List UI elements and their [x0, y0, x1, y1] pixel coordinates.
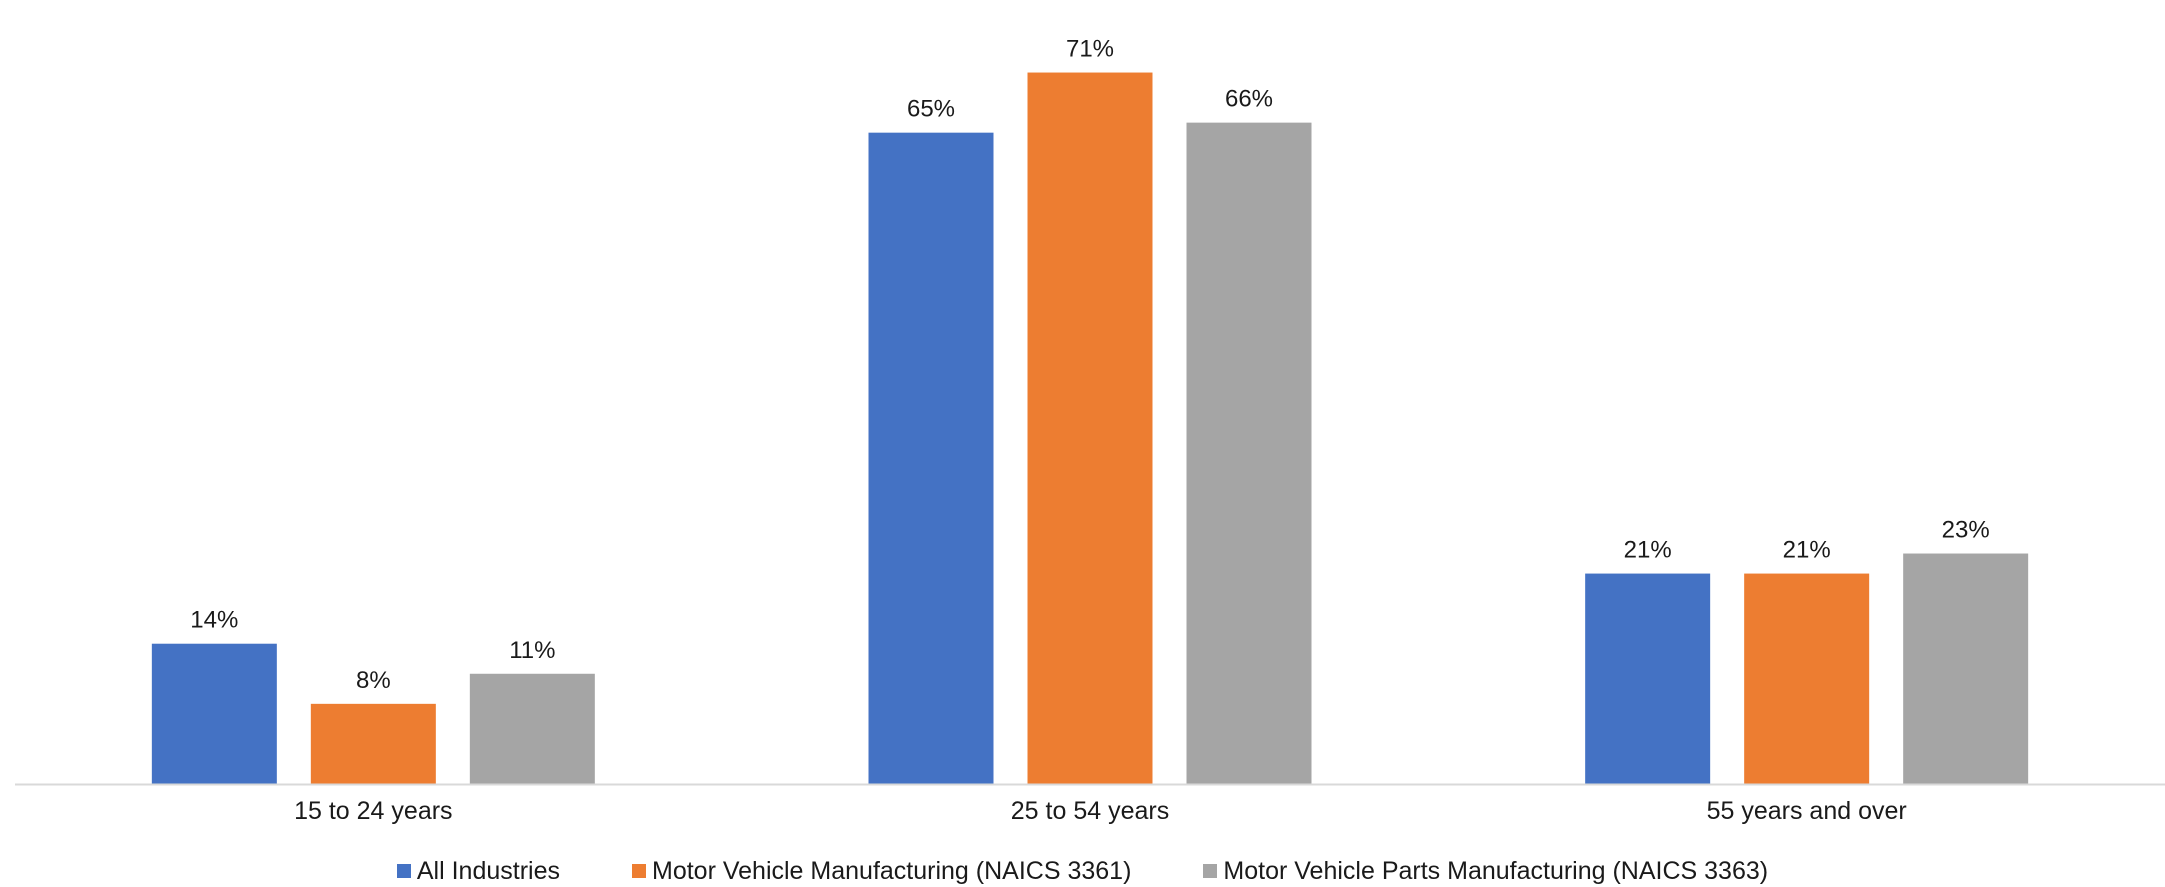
bar-1-2: [310, 703, 436, 784]
category-label-1: 15 to 24 years: [294, 797, 452, 825]
bar-chart: 14% 8% 11% 15 to 24 years 65% 71% 66% 25 to 54 …: [15, 36, 2165, 825]
legend-label: Motor Vehicle Manufacturing (NAICS 3361): [652, 856, 1132, 885]
legend-item-3: Motor Vehicle Parts Manufacturing (NAICS…: [1203, 856, 1768, 886]
legend-item-1: All Industries: [396, 856, 560, 886]
data-label-3-2: 21%: [1783, 537, 1831, 564]
bar-3-3: [1903, 553, 2029, 784]
data-label-1-2: 8%: [356, 667, 391, 694]
data-label-2-2: 71%: [1066, 36, 1114, 63]
bar-1-3: [469, 673, 595, 784]
chart-legend: All Industries Motor Vehicle Manufacturin…: [0, 856, 2165, 886]
data-label-2-3: 66%: [1225, 86, 1273, 113]
data-label-1-1: 14%: [190, 607, 238, 634]
data-label-2-1: 65%: [907, 96, 955, 123]
data-label-1-3: 11%: [509, 637, 555, 664]
bar-2-3: [1186, 122, 1312, 784]
data-label-3-3: 23%: [1942, 517, 1990, 544]
legend-swatch: [1203, 864, 1218, 878]
bar-3-1: [1585, 573, 1711, 784]
bar-1-1: [151, 643, 277, 784]
bar-3-2: [1744, 573, 1870, 784]
bar-2-2: [1027, 72, 1153, 785]
category-label-3: 55 years and over: [1707, 797, 1907, 825]
legend-label: All Industries: [416, 856, 560, 885]
bar-2-1: [868, 132, 994, 785]
data-label-3-1: 21%: [1624, 537, 1672, 564]
legend-label: Motor Vehicle Parts Manufacturing (NAICS…: [1223, 856, 1769, 885]
legend-item-2: Motor Vehicle Manufacturing (NAICS 3361): [632, 856, 1131, 886]
category-label-2: 25 to 54 years: [1011, 797, 1169, 825]
legend-swatch: [396, 864, 411, 878]
legend-swatch: [632, 864, 646, 878]
